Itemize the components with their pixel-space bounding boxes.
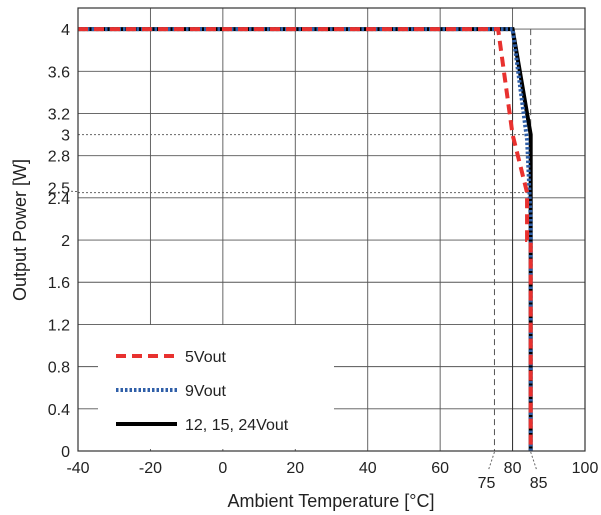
y-tick-label: 2.4	[48, 191, 70, 208]
x-extra-tick-leader	[530, 451, 538, 471]
y-tick-label: 2	[61, 233, 70, 250]
y-tick-label-extra: 2.5	[48, 180, 70, 197]
x-tick-label: 0	[218, 460, 227, 477]
x-tick-label: 100	[572, 460, 599, 477]
series-line-5vout	[78, 27, 533, 451]
x-tick-label-extra: 75	[478, 475, 496, 492]
x-tick-label: 60	[431, 460, 449, 477]
x-tick-label: -40	[66, 460, 89, 477]
y-tick-label-extra: 3	[61, 128, 70, 145]
y-tick-label: 1.6	[48, 275, 70, 292]
legend-label-9vout: 9Vout	[185, 383, 226, 400]
legend: 5Vout 9Vout 12, 15, 24Vout	[98, 325, 334, 449]
y-tick-label: 4	[61, 22, 70, 39]
x-tick-labels: -40 -20 0 20 40 60 80 100 75 85	[66, 451, 599, 492]
x-tick-label: 80	[504, 460, 522, 477]
legend-box	[98, 325, 334, 449]
y-tick-label: 2.8	[48, 149, 70, 166]
x-tick-label: 40	[359, 460, 377, 477]
y-tick-labels: 0 0.4 0.8 1.2 1.6 2 2.4 2.8 3.2 3.6 4 2.5 3	[48, 22, 79, 461]
legend-label-5vout: 5Vout	[185, 349, 226, 366]
y-tick-label: 0	[61, 444, 70, 461]
y-tick-label: 0.8	[48, 360, 70, 377]
y-tick-label: 0.4	[48, 402, 70, 419]
legend-label-12-15-24vout: 12, 15, 24Vout	[185, 417, 289, 434]
y-tick-label: 3.6	[48, 64, 70, 81]
y-tick-label: 3.2	[48, 106, 70, 123]
y-axis-title: Output Power [W]	[10, 159, 30, 301]
x-tick-label: 20	[286, 460, 304, 477]
x-extra-tick-leader	[487, 451, 495, 471]
x-tick-label: -20	[139, 460, 162, 477]
series-group	[78, 27, 533, 451]
x-tick-label-extra: 85	[530, 475, 548, 492]
y-tick-label: 1.2	[48, 317, 70, 334]
plot-frame	[77, 7, 586, 452]
x-axis-title: Ambient Temperature [°C]	[228, 491, 435, 511]
